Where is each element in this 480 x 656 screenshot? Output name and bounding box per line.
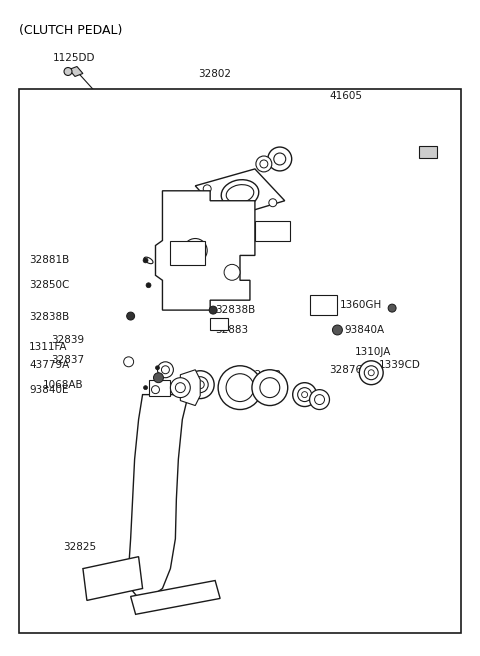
Polygon shape (129, 395, 188, 598)
Polygon shape (170, 241, 205, 266)
Text: 43779A: 43779A (29, 359, 70, 370)
Circle shape (157, 362, 173, 378)
Polygon shape (180, 370, 200, 405)
Polygon shape (195, 169, 285, 218)
Circle shape (192, 377, 208, 393)
Polygon shape (131, 581, 220, 614)
Circle shape (161, 366, 169, 374)
Circle shape (170, 378, 190, 398)
Circle shape (124, 357, 133, 367)
Circle shape (298, 388, 312, 401)
Bar (419, 146, 437, 158)
Text: 1068AB: 1068AB (43, 380, 84, 390)
Circle shape (196, 380, 204, 388)
Circle shape (252, 370, 288, 405)
Text: 32838B: 32838B (215, 305, 255, 315)
Text: 41651: 41651 (215, 218, 248, 229)
Circle shape (260, 378, 280, 398)
Bar (210, 318, 228, 330)
Circle shape (183, 239, 207, 262)
Bar (19, 89, 461, 633)
Text: 1339CD: 1339CD (379, 359, 421, 370)
Polygon shape (69, 66, 83, 77)
Circle shape (143, 258, 148, 263)
Ellipse shape (221, 180, 259, 208)
Circle shape (226, 374, 254, 401)
Text: 32883: 32883 (215, 325, 248, 335)
Text: (CLUTCH PEDAL): (CLUTCH PEDAL) (19, 24, 123, 37)
Circle shape (218, 366, 262, 409)
Circle shape (301, 392, 308, 398)
Text: 1311FA: 1311FA (29, 342, 68, 352)
Text: 32838B: 32838B (29, 312, 70, 322)
Text: 32837: 32837 (51, 355, 84, 365)
Circle shape (368, 370, 374, 376)
Text: 32839: 32839 (51, 335, 84, 345)
Circle shape (269, 199, 277, 207)
Text: 32850C: 32850C (29, 280, 70, 290)
Ellipse shape (144, 257, 153, 264)
Bar (310, 295, 337, 315)
Circle shape (146, 283, 151, 288)
Polygon shape (83, 557, 143, 600)
Bar (148, 380, 170, 396)
Circle shape (144, 386, 147, 390)
Circle shape (154, 373, 164, 382)
Ellipse shape (226, 184, 254, 203)
Circle shape (314, 395, 324, 405)
Circle shape (333, 325, 342, 335)
Circle shape (175, 382, 185, 393)
Circle shape (274, 153, 286, 165)
Circle shape (203, 185, 211, 193)
Text: 32883: 32883 (248, 370, 281, 380)
Circle shape (268, 147, 292, 171)
Text: 1125DD: 1125DD (53, 52, 96, 62)
Text: 1360GH: 1360GH (339, 300, 382, 310)
Circle shape (224, 264, 240, 280)
Text: 41605: 41605 (329, 91, 362, 101)
Circle shape (293, 382, 316, 407)
Circle shape (152, 386, 159, 394)
Circle shape (127, 312, 134, 320)
Circle shape (388, 304, 396, 312)
Text: 32825: 32825 (63, 542, 96, 552)
Circle shape (310, 390, 329, 409)
Text: 32802: 32802 (199, 70, 232, 79)
Text: 32881B: 32881B (29, 255, 70, 266)
Polygon shape (255, 220, 290, 241)
Circle shape (364, 366, 378, 380)
Circle shape (156, 366, 159, 370)
Circle shape (64, 68, 72, 75)
Circle shape (260, 160, 268, 168)
Circle shape (360, 361, 383, 384)
Text: 93840A: 93840A (344, 325, 384, 335)
Text: 1310JA: 1310JA (354, 347, 391, 357)
Text: 32876A: 32876A (329, 365, 370, 375)
Circle shape (209, 306, 217, 314)
Circle shape (186, 371, 214, 399)
Polygon shape (156, 191, 255, 310)
Circle shape (256, 156, 272, 172)
Text: 93840E: 93840E (29, 384, 69, 395)
Circle shape (189, 245, 201, 256)
